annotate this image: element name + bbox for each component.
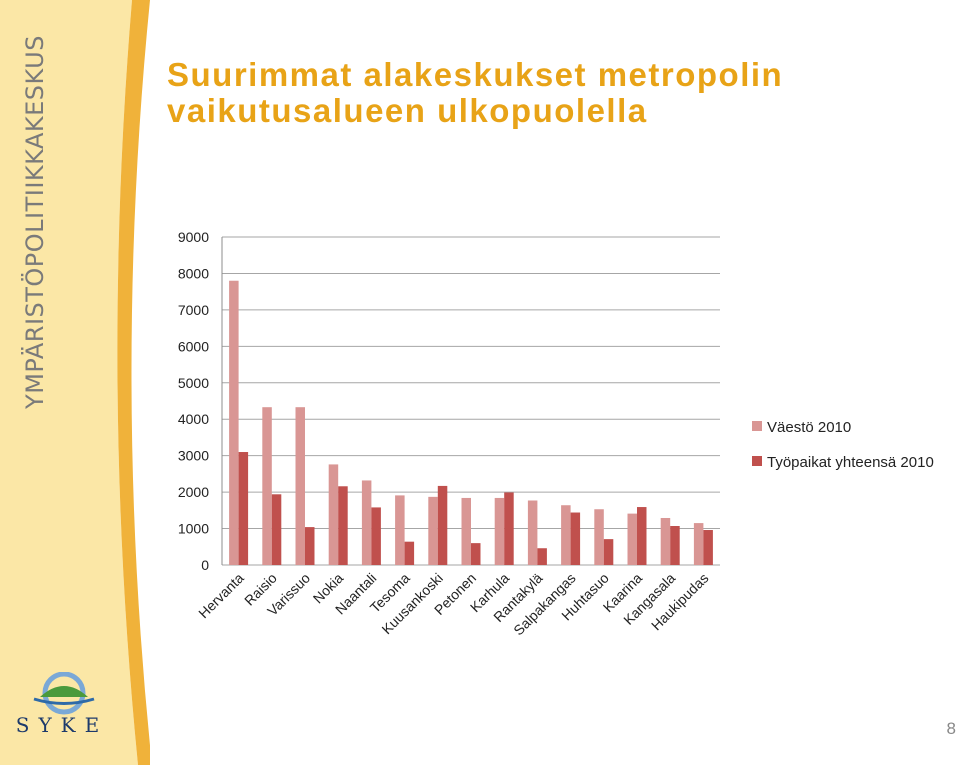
bars-layer	[229, 280, 713, 565]
x-axis-ticks: HervantaRaisioVarissuoNokiaNaantaliTesom…	[195, 570, 711, 639]
bar-vaesto-4	[361, 480, 372, 565]
y-tick-label: 6000	[178, 338, 209, 354]
y-tick-label: 3000	[178, 448, 209, 464]
sidebar-background	[0, 0, 152, 765]
bar-vaesto-14	[693, 523, 704, 565]
bar-vaesto-13	[660, 517, 671, 565]
bar-tyopaikat-13	[670, 526, 680, 565]
sidebar: YMPÄRISTÖPOLITIIKKAKESKUS SYKE	[0, 0, 152, 765]
legend-swatch-vaesto	[752, 421, 762, 431]
bar-tyopaikat-6	[437, 485, 448, 565]
y-axis-ticks: 0 1000 2000 3000 4000 5000 6000 7000 8000 9000	[178, 229, 209, 573]
bar-tyopaikat-10	[570, 512, 581, 565]
bar-vaesto-7	[461, 497, 471, 565]
bar-tyopaikat-3	[338, 486, 348, 565]
bar-vaesto-0	[229, 280, 239, 565]
y-tick-label: 5000	[178, 375, 209, 391]
page-number: 8	[946, 719, 956, 738]
sidebar-stripe	[117, 0, 152, 765]
bar-vaesto-8	[494, 497, 505, 565]
legend-swatch-tyopaikat	[752, 456, 762, 466]
bar-vaesto-2	[295, 407, 305, 565]
bar-vaesto-6	[428, 496, 438, 565]
legend-label-tyopaikat: Työpaikat yhteensä 2010	[767, 454, 934, 471]
legend-label-vaesto: Väestö 2010	[767, 419, 851, 436]
bar-tyopaikat-8	[504, 492, 514, 565]
bar-vaesto-11	[594, 509, 604, 565]
y-tick-label: 2000	[178, 484, 209, 500]
sidebar-light-band	[0, 0, 138, 765]
bar-vaesto-12	[627, 513, 637, 565]
bar-tyopaikat-11	[603, 539, 614, 565]
y-tick-label: 1000	[178, 521, 209, 537]
bar-tyopaikat-1	[271, 494, 282, 565]
title-line-2: vaikutusalueen ulkopuolella	[167, 92, 648, 129]
bar-vaesto-10	[561, 505, 571, 565]
title-line-1: Suurimmat alakeskukset metropolin	[167, 56, 784, 93]
x-tick-label: Hervanta	[195, 570, 247, 622]
bar-tyopaikat-12	[637, 507, 647, 565]
bar-vaesto-1	[262, 407, 272, 565]
syke-logo-icon	[33, 672, 95, 715]
bar-tyopaikat-9	[537, 548, 547, 565]
bar-vaesto-3	[328, 464, 339, 565]
bar-tyopaikat-0	[238, 452, 249, 565]
logo-text: SYKE	[15, 713, 109, 737]
bar-vaesto-5	[395, 495, 405, 565]
bar-tyopaikat-4	[371, 507, 381, 565]
y-tick-label: 7000	[178, 302, 209, 318]
page-title: Suurimmat alakeskukset metropolin vaikut…	[167, 57, 783, 129]
y-tick-label: 9000	[178, 229, 209, 245]
bar-vaesto-9	[527, 500, 538, 565]
bar-tyopaikat-7	[471, 543, 481, 565]
bar-tyopaikat-2	[305, 527, 315, 565]
bar-tyopaikat-5	[404, 541, 415, 565]
y-tick-label: 0	[201, 557, 209, 573]
legend: Väestö 2010 Työpaikat yhteensä 2010	[752, 419, 934, 471]
y-tick-label: 4000	[178, 411, 209, 427]
y-tick-label: 8000	[178, 265, 209, 281]
bar-tyopaikat-14	[703, 530, 713, 565]
